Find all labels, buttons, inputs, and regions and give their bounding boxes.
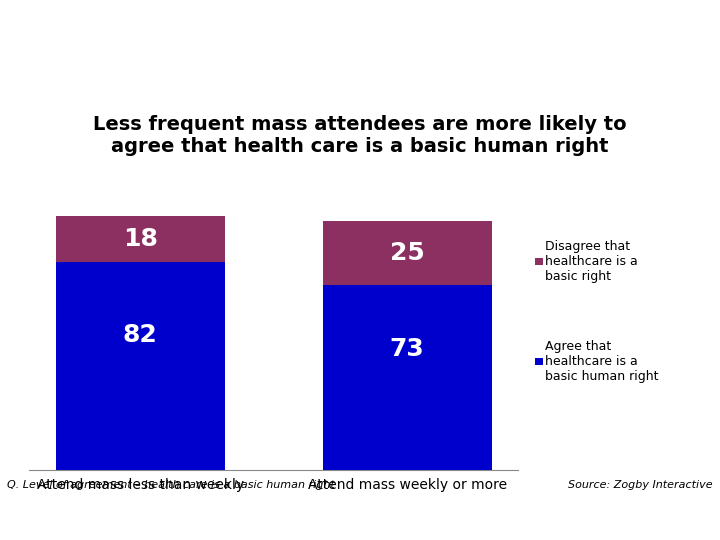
Text: Q. Level of agreement – health care is a basic human right: Q. Level of agreement – health care is a… <box>7 481 335 490</box>
Bar <box>536 258 544 265</box>
Text: Health Care and Mass
attendance: Health Care and Mass attendance <box>459 21 698 62</box>
Bar <box>536 358 544 365</box>
Text: 82: 82 <box>122 322 158 347</box>
Text: Less frequent mass attendees are more likely to
agree that health care is a basi: Less frequent mass attendees are more li… <box>93 114 627 156</box>
Text: Disagree that
healthcare is a
basic right: Disagree that healthcare is a basic righ… <box>545 240 638 283</box>
Bar <box>55 216 225 262</box>
Bar <box>323 221 492 285</box>
Text: 25: 25 <box>390 241 425 265</box>
Text: © 2010, Zogby International: © 2010, Zogby International <box>553 517 713 528</box>
Bar <box>323 285 492 470</box>
Text: 18: 18 <box>122 227 158 251</box>
Text: 73: 73 <box>390 338 425 361</box>
Bar <box>55 262 225 470</box>
Text: Agree that
healthcare is a
basic human right: Agree that healthcare is a basic human r… <box>545 340 658 383</box>
Text: Source: Zogby Interactive: Source: Zogby Interactive <box>568 481 713 490</box>
